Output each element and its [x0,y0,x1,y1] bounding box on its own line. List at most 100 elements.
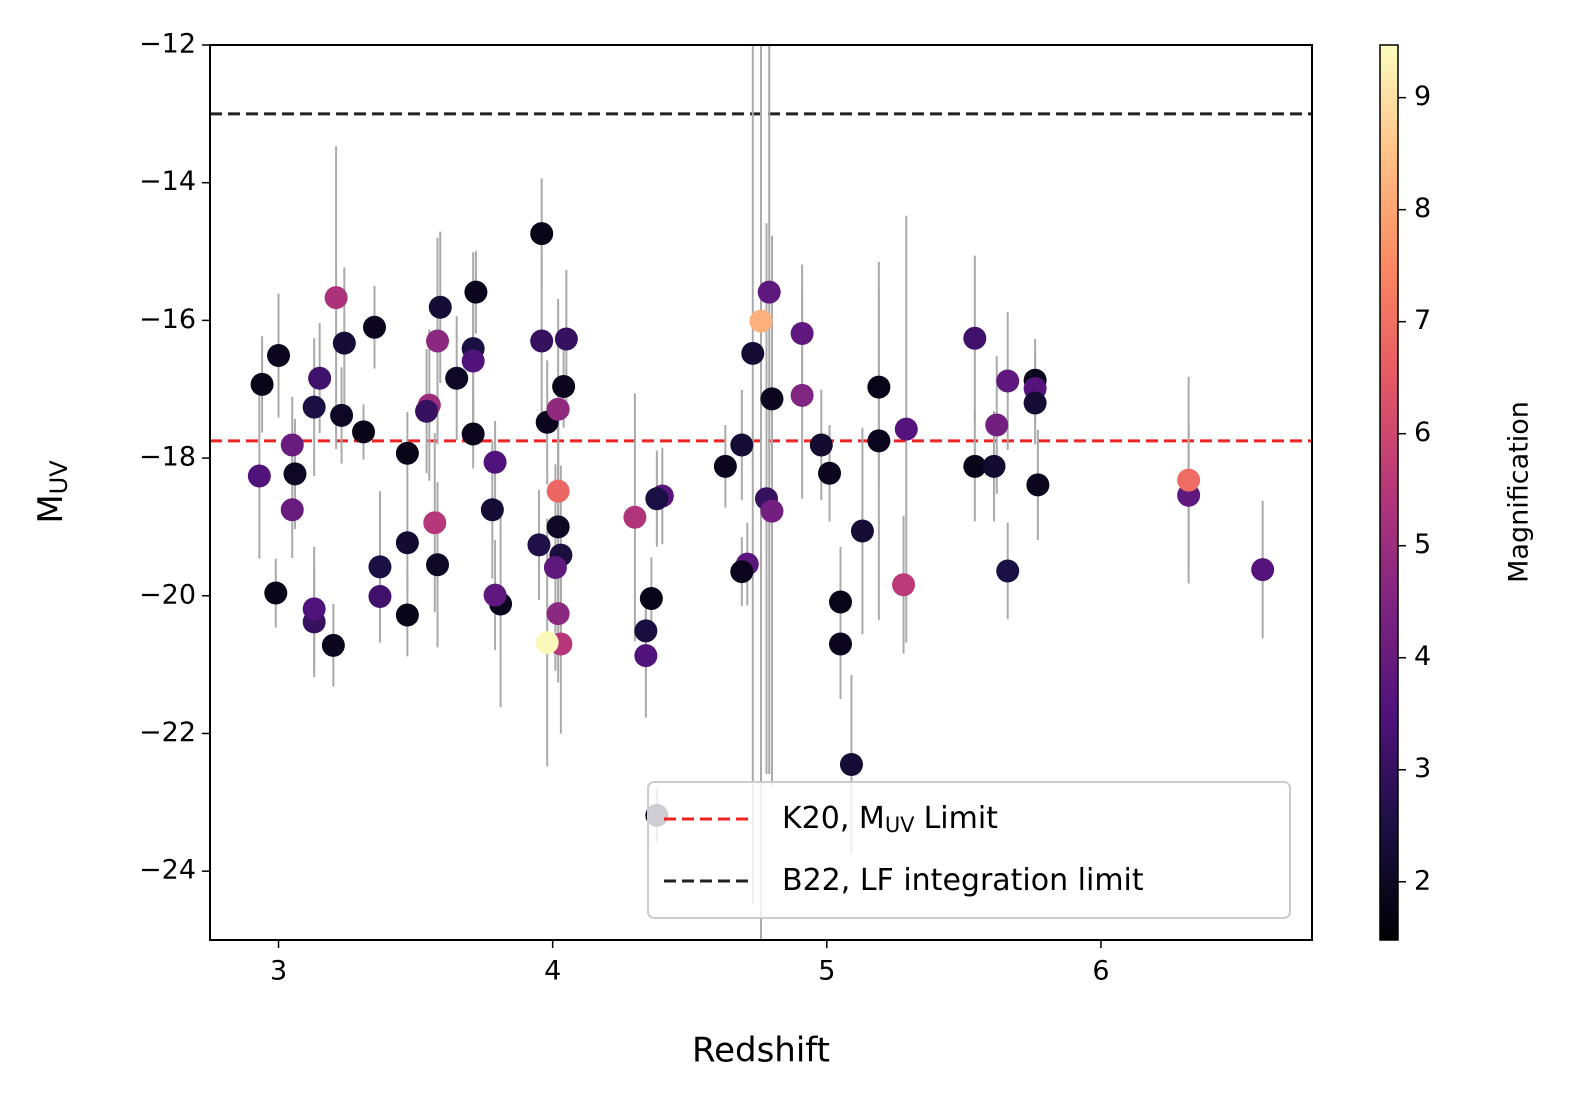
data-point [426,553,450,577]
data-point [1251,558,1275,582]
data-point [280,433,304,457]
data-point [530,329,554,353]
data-point [818,461,842,485]
data-point [1023,391,1047,415]
data-point [850,519,874,543]
colorbar-tick-label: 5 [1414,529,1431,560]
y-tick-label: −24 [139,855,196,886]
data-point [790,321,814,345]
data-point [395,531,419,555]
x-axis-label: Redshift [692,1031,830,1071]
data-point [428,295,452,319]
data-point [1026,473,1050,497]
data-point [839,752,863,776]
legend-box [647,781,1291,919]
colorbar-label: Magnification [1504,401,1535,583]
data-point [982,454,1006,478]
data-point [749,309,773,333]
data-point [280,498,304,522]
data-point [395,603,419,627]
plot-area [210,45,1312,940]
data-point [461,422,485,446]
data-point [483,583,507,607]
data-point [546,397,570,421]
data-point [552,374,576,398]
data-point [415,399,439,423]
legend-label-part: B22, LF integration limit [782,863,1144,898]
data-point [790,383,814,407]
data-point [480,498,504,522]
colorbar-tick-label: 9 [1414,81,1431,112]
data-point [352,420,376,444]
data-point [894,417,918,441]
data-point [330,403,354,427]
colorbar-tick-label: 4 [1414,641,1431,672]
data-point [546,602,570,626]
data-point [546,515,570,539]
data-point [543,556,567,580]
data-point [996,559,1020,583]
data-point [757,280,781,304]
data-point [483,450,507,474]
x-tick-label: 4 [544,956,561,987]
colorbar-tick-label: 7 [1414,305,1431,336]
data-point [395,441,419,465]
data-point [867,375,891,399]
y-axis-label-sub: UV [45,460,73,495]
data-point [996,369,1020,393]
data-point [623,505,647,529]
data-point [730,560,754,584]
data-point [368,584,392,608]
legend-label-part: K20, M [782,801,885,836]
legend-label: B22, LF integration limit [782,863,1144,898]
data-point [892,573,916,597]
data-point [730,433,754,457]
data-point [247,464,271,488]
legend-label: K20, MUV Limit [782,801,998,838]
colorbar-tick-label: 8 [1414,193,1431,224]
data-point [308,366,332,390]
data-point [985,413,1009,437]
data-point [760,387,784,411]
data-point [639,587,663,611]
data-point [250,372,274,396]
colorbar [1380,45,1398,940]
data-point [535,631,559,655]
data-point [713,454,737,478]
data-point [554,327,578,351]
data-point [828,632,852,656]
colorbar-tick-label: 6 [1414,417,1431,448]
legend-label-part: Limit [924,801,999,836]
data-point [546,479,570,503]
data-point [464,280,488,304]
data-point [426,329,450,353]
data-point [324,286,348,310]
data-point [828,590,852,614]
y-tick-label: −18 [139,442,196,473]
colorbar-frame [1379,44,1399,941]
y-tick-label: −22 [139,717,196,748]
data-point [527,533,551,557]
data-point [445,366,469,390]
data-point [368,555,392,579]
data-point [634,644,658,668]
data-point [264,581,288,605]
data-point [302,597,326,621]
data-point [634,619,658,643]
data-point [362,315,386,339]
data-point [1177,468,1201,492]
data-point [461,349,485,373]
data-point [760,499,784,523]
data-point [963,454,987,478]
y-tick-label: −16 [139,304,196,335]
x-tick-label: 5 [818,956,835,987]
data-point [423,511,447,535]
data-point [809,433,833,457]
data-point [645,487,669,511]
y-axis-label-main: M [31,494,71,523]
y-tick-label: −14 [139,166,196,197]
data-point [963,326,987,350]
colorbar-tick-label: 2 [1414,865,1431,896]
data-point [867,429,891,453]
